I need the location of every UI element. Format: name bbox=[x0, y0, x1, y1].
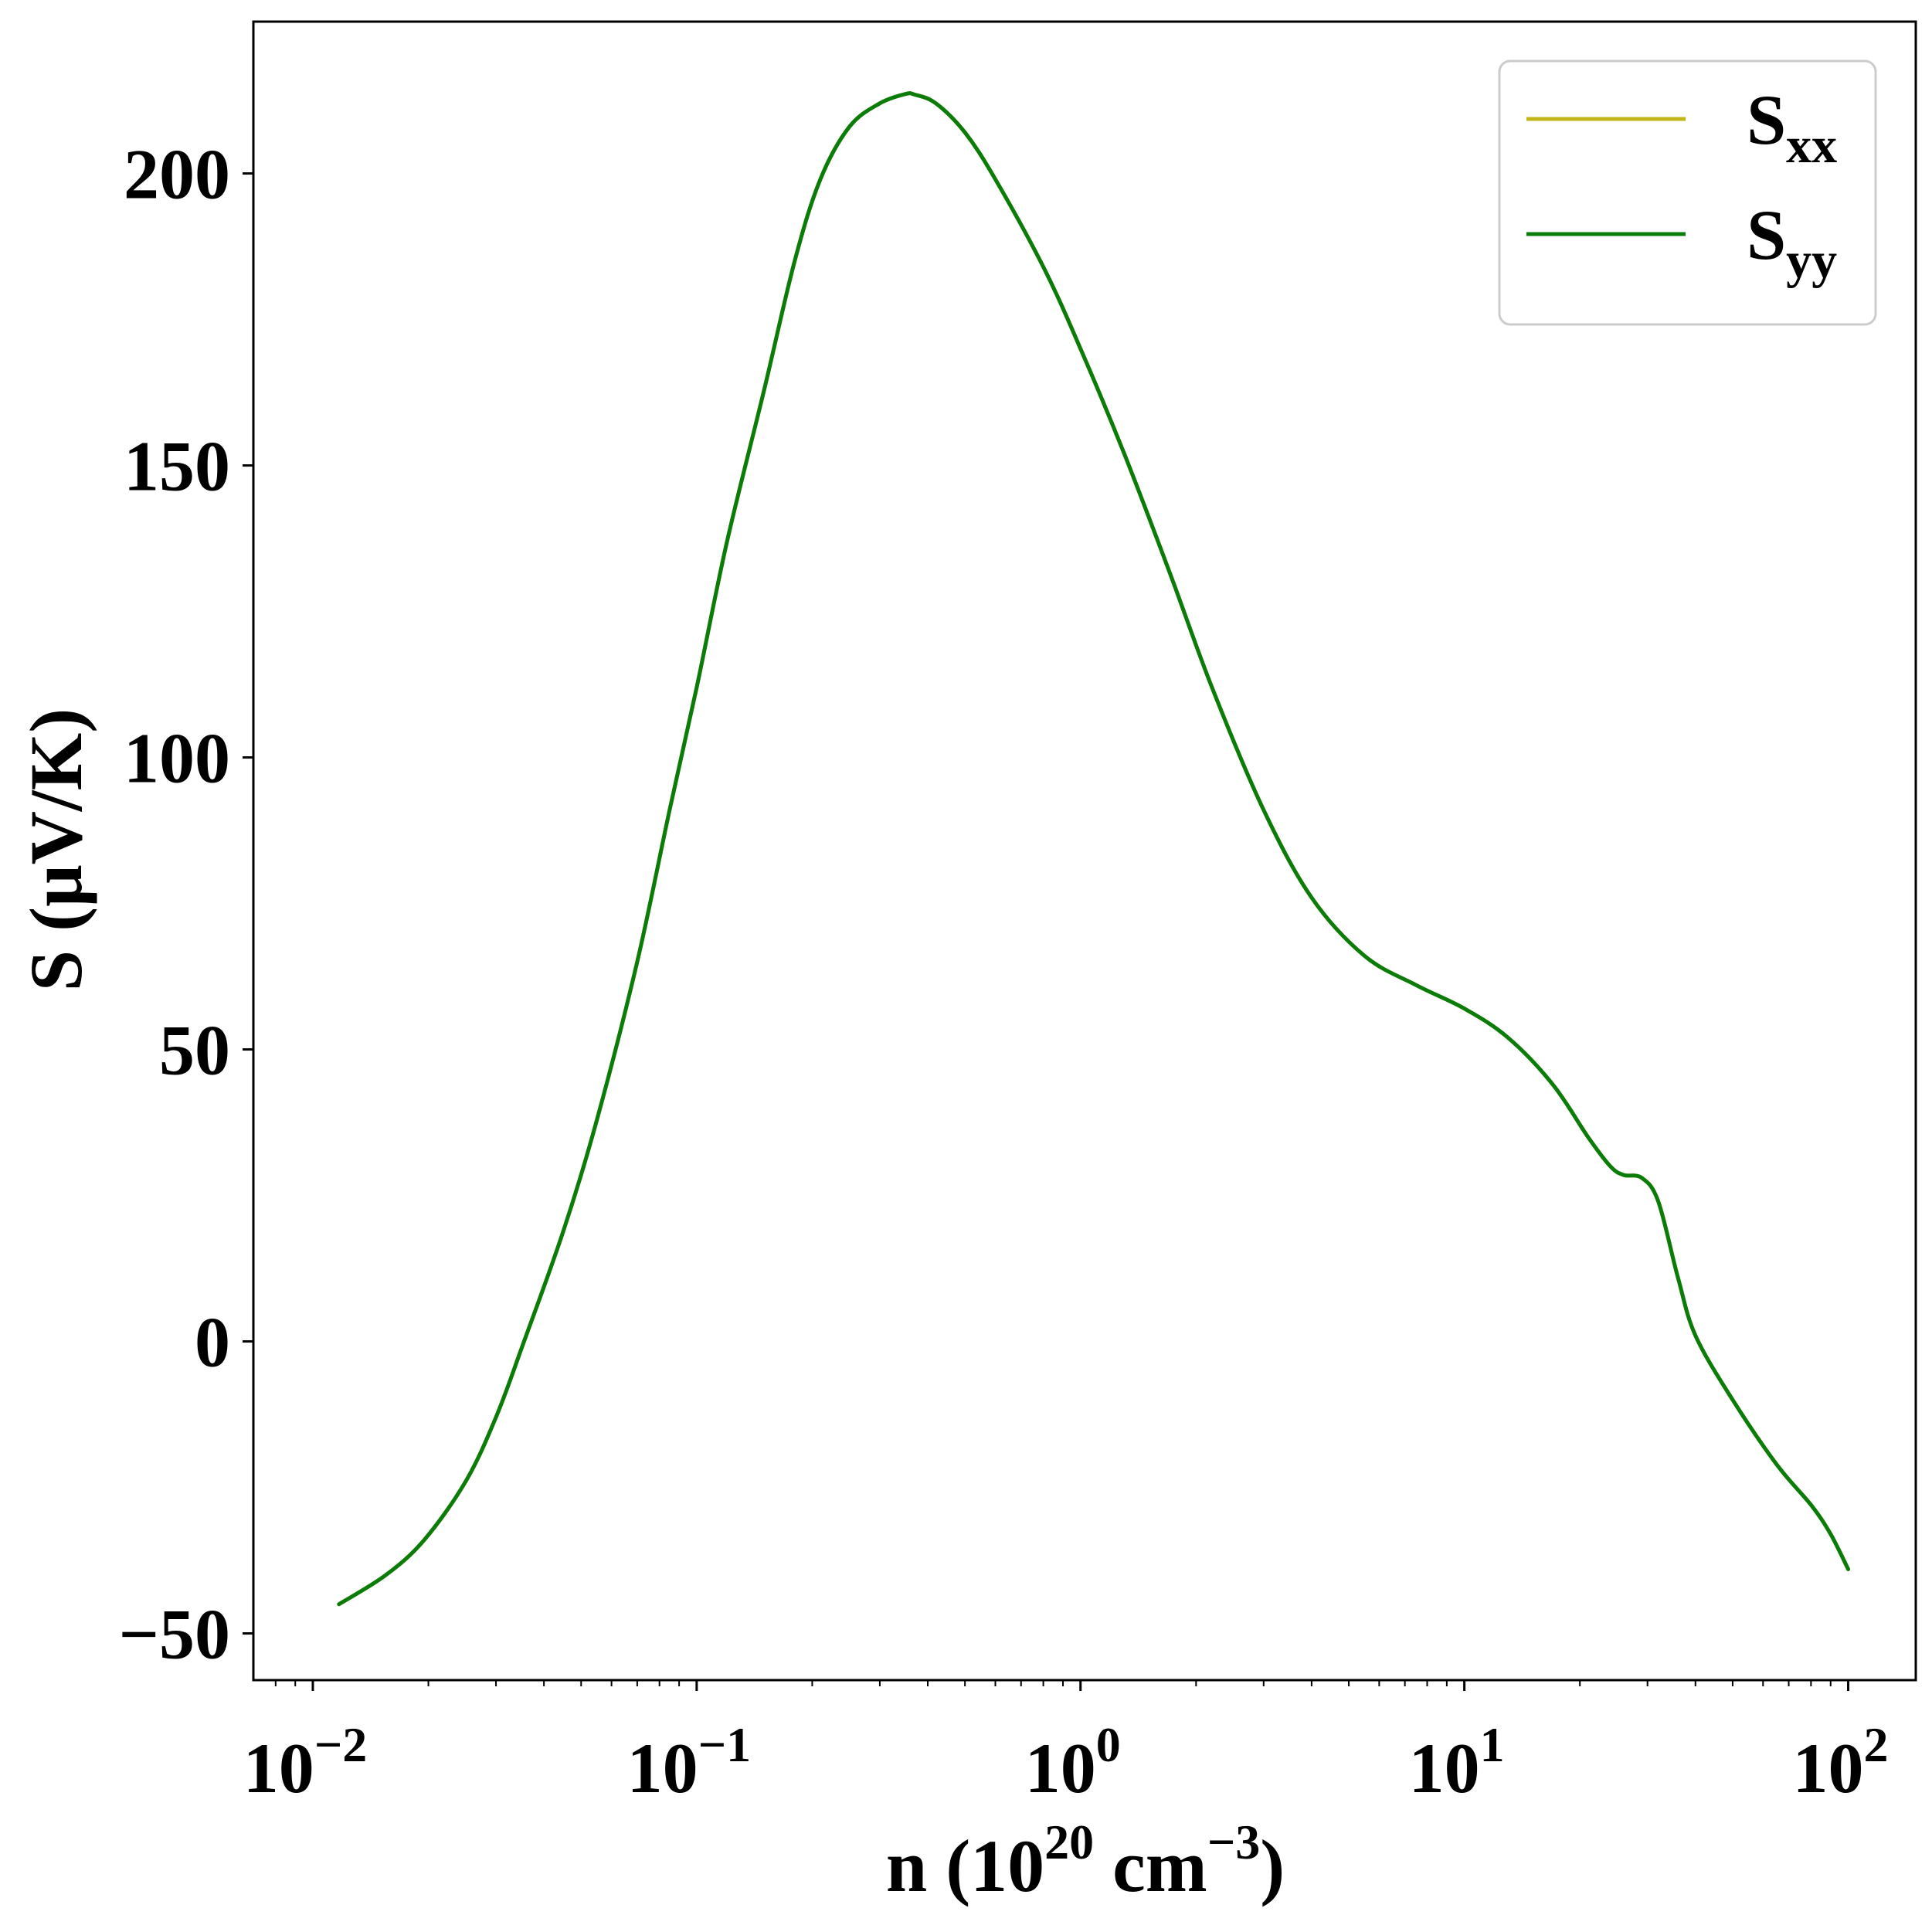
legend: Sxx Syy bbox=[1498, 59, 1877, 326]
series-layer bbox=[337, 91, 1850, 1607]
x-tick-label: 102 bbox=[1793, 1717, 1889, 1808]
x-tick-label: 10−1 bbox=[627, 1717, 751, 1808]
y-tick-label: 0 bbox=[195, 1303, 230, 1382]
legend-label-syy-sub: yy bbox=[1786, 233, 1837, 289]
x-axis-label-end: ) bbox=[1260, 1825, 1285, 1907]
x-tick-label: 100 bbox=[1025, 1717, 1121, 1808]
x-tick-label-base: 10 bbox=[1409, 1729, 1480, 1808]
x-tick-label-base: 10 bbox=[243, 1729, 314, 1808]
legend-label-syy: Syy bbox=[1747, 195, 1837, 289]
x-axis-label-exp1: 20 bbox=[1044, 1815, 1094, 1869]
x-tick-label: 101 bbox=[1409, 1717, 1505, 1808]
series-line-yy bbox=[337, 91, 1850, 1607]
x-tick-label-exp: 1 bbox=[1480, 1717, 1505, 1772]
x-tick-label-exp: 2 bbox=[1864, 1717, 1889, 1772]
x-axis-label-exp2: −3 bbox=[1207, 1815, 1260, 1869]
y-tick-label: 200 bbox=[124, 135, 230, 214]
x-tick-label-base: 10 bbox=[1025, 1729, 1096, 1808]
y-tick-label: 150 bbox=[124, 427, 230, 506]
y-tick-label: 100 bbox=[124, 719, 230, 798]
x-tick-label: 10−2 bbox=[243, 1717, 367, 1808]
y-tick-label: 50 bbox=[159, 1011, 230, 1090]
legend-label-sxx: Sxx bbox=[1747, 80, 1837, 174]
x-tick-label-exp: −1 bbox=[698, 1717, 751, 1772]
legend-label-syy-main: S bbox=[1747, 195, 1786, 274]
legend-label-sxx-sub: xx bbox=[1786, 117, 1837, 174]
x-tick-label-exp: −2 bbox=[314, 1717, 367, 1772]
x-axis-label: n (1020 cm−3) bbox=[886, 1815, 1285, 1907]
plot-frame bbox=[252, 20, 1917, 1682]
x-tick-label-base: 10 bbox=[1793, 1729, 1864, 1808]
y-axis-label: S (μV/K) bbox=[15, 708, 97, 991]
legend-label-sxx-main: S bbox=[1747, 80, 1786, 159]
x-tick-label-exp: 0 bbox=[1096, 1717, 1121, 1772]
x-tick-label-base: 10 bbox=[627, 1729, 698, 1808]
x-axis-label-main: n (10 bbox=[886, 1825, 1044, 1907]
y-tick-label: −50 bbox=[119, 1595, 230, 1674]
legend-box bbox=[1498, 59, 1877, 326]
x-axis-label-unit: cm bbox=[1094, 1825, 1207, 1907]
